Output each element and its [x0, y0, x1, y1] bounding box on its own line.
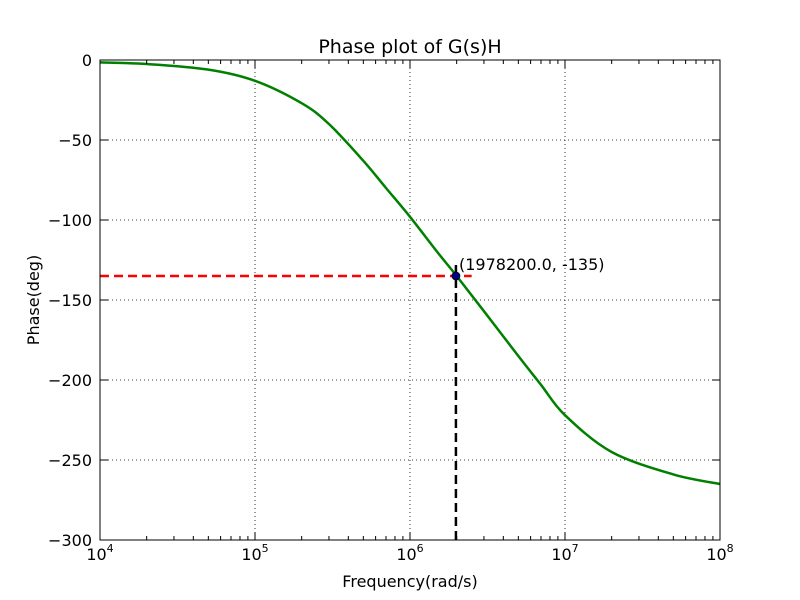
x-axis-label: Frequency(rad/s) [342, 572, 477, 591]
marker-layer [451, 271, 461, 281]
y-tick-label: −50 [58, 131, 92, 150]
grid-lines [100, 60, 720, 540]
x-tick-label: 108 [706, 542, 733, 564]
chart-title: Phase plot of G(s)H [318, 36, 501, 58]
y-tick-label: −250 [48, 451, 92, 470]
x-tick-label: 106 [396, 542, 423, 564]
y-tick-label: −300 [48, 531, 92, 550]
y-tick-label: −100 [48, 211, 92, 230]
phase-curve [99, 61, 721, 486]
axis-ticks [99, 59, 721, 541]
y-tick-label: −150 [48, 291, 92, 310]
series-layer [99, 61, 721, 486]
x-tick-labels: 104 105 106 107 108 [86, 542, 733, 564]
reference-lines [100, 260, 472, 540]
x-tick-label: 104 [86, 542, 113, 564]
y-tick-labels: 0 −50 −100 −150 −200 −250 −300 [48, 51, 92, 550]
crossover-point-marker [451, 271, 461, 281]
y-tick-label: 0 [82, 51, 92, 70]
y-axis-label: Phase(deg) [24, 255, 43, 345]
marker-annotation: (1978200.0, -135) [459, 255, 605, 274]
x-tick-label: 107 [551, 542, 578, 564]
y-tick-label: −200 [48, 371, 92, 390]
x-tick-label: 105 [241, 542, 268, 564]
